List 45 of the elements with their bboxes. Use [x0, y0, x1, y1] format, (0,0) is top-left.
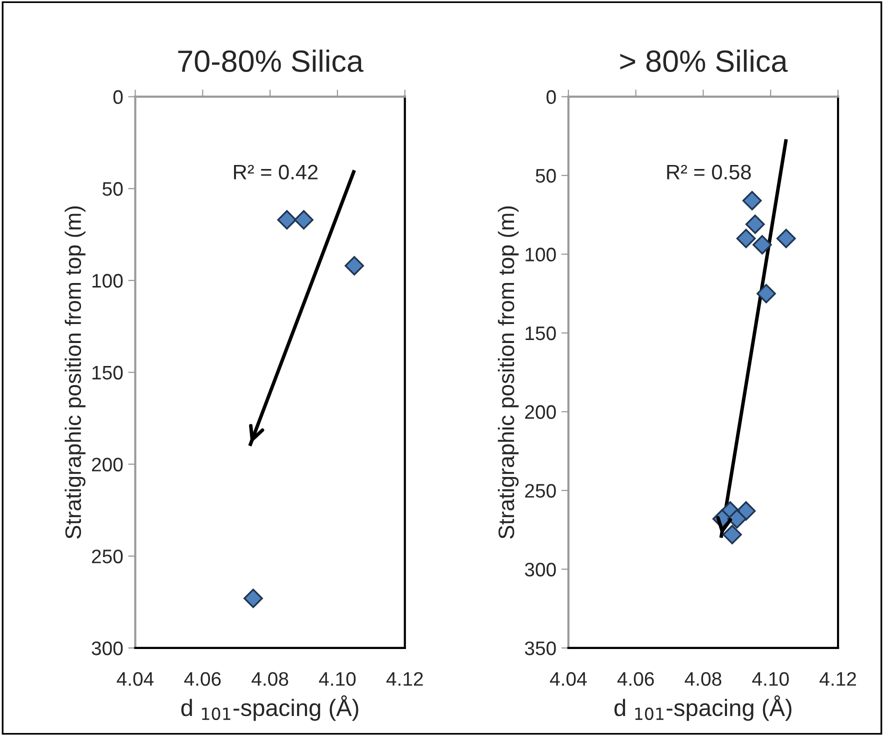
y-tick-label: 200 — [525, 405, 556, 419]
y-tick-label: 150 — [92, 366, 123, 380]
point — [756, 284, 776, 304]
y-tick-label: 50 — [102, 182, 123, 196]
point — [244, 588, 263, 608]
y-tick-label: 300 — [524, 562, 556, 576]
x-tick-label: 4.06 — [617, 672, 654, 686]
annotation: R² = 0.58 — [667, 164, 751, 180]
point — [727, 509, 747, 528]
x-axis-title: d $_{101}$-spacing (Å) — [614, 695, 792, 721]
x-tick-label: 4.10 — [318, 672, 356, 686]
y-axis-title: Stratigraphic position from top (m) — [498, 206, 519, 539]
annotation: R² = 0.42 — [234, 164, 318, 180]
x-tick-label: 4.12 — [820, 672, 856, 686]
point — [745, 214, 765, 234]
point — [294, 210, 314, 230]
y-tick-label: 150 — [526, 326, 556, 340]
y-tick-label: 100 — [92, 274, 123, 288]
y-tick-label: 250 — [525, 484, 556, 498]
y-tick-label: 0 — [113, 90, 123, 104]
x-tick-label: 4.08 — [684, 672, 722, 686]
point — [736, 228, 756, 248]
y-tick-label: 0 — [546, 90, 556, 104]
point — [776, 228, 796, 248]
chart-title: 70-80% Silica — [178, 50, 364, 72]
y-tick-label: 250 — [92, 550, 123, 564]
point — [722, 524, 742, 544]
x-tick-label: 4.12 — [386, 672, 423, 686]
x-tick-label: 4.08 — [252, 672, 288, 686]
point — [344, 256, 364, 276]
y-axis-title: Stratigraphic position from top (m) — [64, 206, 86, 539]
y-tick-label: 100 — [526, 248, 556, 262]
point — [752, 235, 772, 254]
point — [277, 210, 297, 230]
x-tick-label: 4.04 — [116, 672, 154, 686]
x-tick-label: 4.04 — [550, 672, 587, 686]
y-tick-label: 200 — [92, 458, 123, 472]
y-tick-label: 50 — [536, 168, 556, 183]
point — [742, 190, 762, 210]
x-tick-label: 4.10 — [752, 672, 789, 686]
y-tick-label: 350 — [524, 641, 556, 656]
x-tick-label: 4.06 — [184, 672, 221, 686]
y-tick-label: 300 — [92, 641, 123, 656]
chart-title: > 80% Silica — [620, 50, 788, 72]
x-axis-title: d $_{101}$-spacing (Å) — [181, 695, 358, 721]
